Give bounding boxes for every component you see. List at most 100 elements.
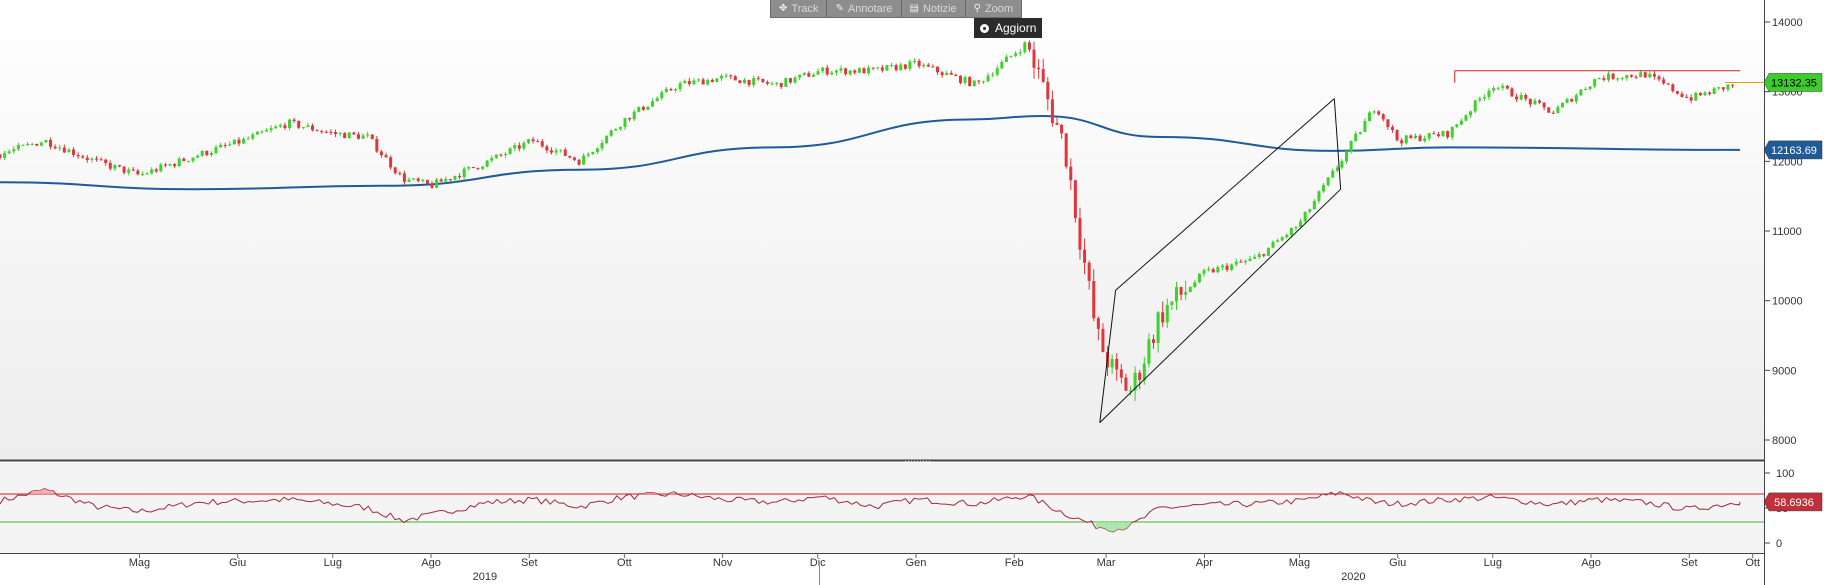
price-y-tick-label: 10000	[1772, 296, 1803, 308]
candle	[1519, 94, 1523, 100]
candle	[1436, 134, 1440, 137]
candle	[274, 126, 278, 129]
candle	[1179, 287, 1183, 295]
candle	[554, 150, 558, 153]
candle	[1579, 89, 1583, 96]
candle	[113, 165, 117, 169]
candle	[1239, 261, 1243, 263]
candle	[1427, 133, 1431, 139]
candle	[1129, 390, 1133, 392]
candle	[1230, 264, 1234, 270]
candle	[255, 131, 259, 135]
candle	[1018, 52, 1022, 54]
candle	[205, 150, 209, 156]
trend-channel-line	[1099, 188, 1342, 423]
candle	[467, 166, 471, 169]
candle	[821, 67, 825, 72]
candle	[150, 169, 154, 174]
candle	[1666, 83, 1670, 85]
candle	[1717, 87, 1721, 89]
candle	[1698, 92, 1702, 96]
month-label: Gen	[906, 557, 927, 569]
candle	[683, 80, 687, 84]
candle	[720, 75, 724, 79]
candle	[1469, 111, 1473, 116]
candle	[499, 154, 503, 156]
candle	[1119, 369, 1123, 378]
candle	[1280, 237, 1284, 241]
candle	[568, 155, 572, 158]
candle	[329, 131, 333, 133]
candle	[311, 125, 315, 131]
candle	[416, 178, 420, 182]
candle	[1262, 254, 1266, 256]
candle	[1639, 72, 1643, 78]
candle	[1561, 102, 1565, 108]
candle	[977, 80, 981, 82]
candle	[1515, 96, 1519, 100]
rsi-line	[0, 488, 1741, 533]
candle	[655, 98, 659, 102]
candle	[191, 157, 195, 161]
candle	[692, 80, 696, 85]
candle	[7, 151, 11, 154]
candle	[1312, 201, 1316, 210]
candle	[1207, 269, 1211, 271]
track-button[interactable]: ✥ Track	[771, 0, 828, 17]
candle	[1492, 88, 1496, 91]
candle	[958, 75, 962, 83]
candle	[1165, 304, 1169, 323]
rsi-overbought-fill	[48, 490, 54, 494]
candle	[375, 138, 379, 152]
candle	[940, 72, 944, 76]
candle	[122, 166, 126, 173]
zoom-button[interactable]: ⚲ Zoom	[966, 0, 1021, 17]
candle	[623, 117, 627, 128]
candle	[793, 77, 797, 83]
refresh-button[interactable]: Aggiorn	[974, 18, 1043, 38]
candle	[214, 147, 218, 153]
candle	[76, 154, 80, 157]
candle	[1271, 241, 1275, 248]
month-label: Nov	[713, 557, 733, 569]
candle	[494, 154, 498, 158]
candle	[1620, 78, 1624, 80]
news-button[interactable]: ▤ Notizie	[902, 0, 966, 17]
candle	[347, 132, 351, 139]
candle	[1317, 191, 1321, 202]
candle	[674, 89, 678, 91]
axes: 140001300012000110001000090008000100500M…	[129, 17, 1803, 585]
candle	[1423, 138, 1427, 141]
last-price-badge-bg	[1763, 73, 1823, 92]
candle	[577, 159, 581, 165]
annotate-button[interactable]: ✎ Annotare	[827, 0, 902, 17]
candle	[752, 78, 756, 85]
candle	[439, 179, 443, 182]
candle	[834, 70, 838, 73]
candle	[117, 165, 121, 167]
candle	[1501, 85, 1505, 88]
rsi-y-tick-label: 100	[1776, 468, 1794, 480]
candle	[1000, 61, 1004, 69]
candle	[660, 92, 664, 99]
candle	[182, 158, 186, 162]
candle	[802, 73, 806, 75]
candle	[963, 77, 967, 83]
candle	[1276, 240, 1280, 242]
candle	[402, 173, 406, 182]
candle	[26, 143, 30, 145]
candle	[1289, 227, 1293, 235]
candle	[53, 146, 57, 149]
candle	[1202, 270, 1206, 274]
price-panel	[0, 40, 1764, 423]
news-label: Notizie	[922, 2, 957, 15]
candle	[605, 135, 609, 143]
candle	[1170, 301, 1174, 305]
candle	[1570, 99, 1574, 102]
candle	[1404, 135, 1408, 144]
candle	[563, 149, 567, 156]
candle	[729, 75, 733, 77]
trend-channel-cap	[1099, 290, 1117, 423]
crosshair-icon: ✥	[779, 3, 788, 14]
candle	[1225, 265, 1229, 270]
